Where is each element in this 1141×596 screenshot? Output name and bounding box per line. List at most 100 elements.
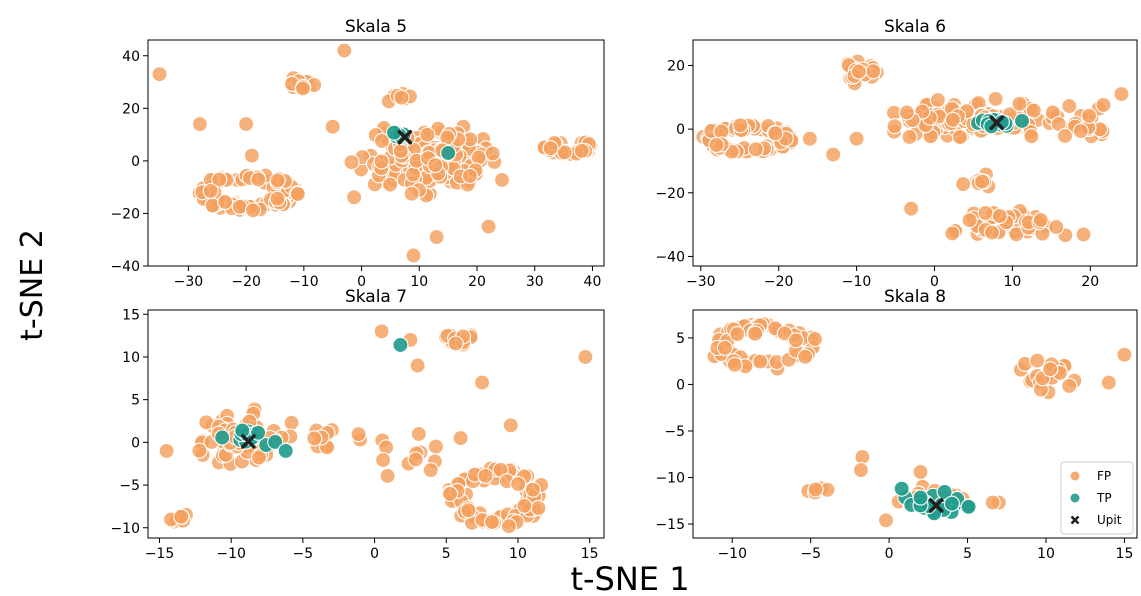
panel-5-points [151,42,599,264]
tp-point [392,336,409,354]
x-tick-label: −10 [717,546,747,562]
y-tick-label: −5 [664,424,685,440]
x-tick-label: −30 [174,274,204,290]
panel-frame [147,39,605,267]
fp-point [379,467,396,485]
fp-point [983,224,1001,241]
y-tick-label: −20 [110,206,140,222]
x-tick-label: −20 [764,274,794,290]
y-tick-label: −10 [110,521,140,537]
fp-point [294,80,311,97]
fp-point [797,348,814,365]
x-tick-label: 5 [963,546,972,562]
fp-point [382,176,399,193]
fp-point [752,353,769,370]
fp-point [474,374,491,391]
x-tick-label: 20 [1081,274,1099,290]
x-tick-label: −10 [842,274,872,290]
legend-label-fp: FP [1097,469,1111,483]
fp-point [747,325,764,342]
fp-point [191,442,208,459]
panel-frame [147,309,605,539]
fp-point [158,442,175,459]
fp-point [984,494,1001,511]
fp-point [244,202,262,219]
fp-point [1113,86,1130,103]
fp-point [516,497,533,514]
y-tick-label: 5 [131,393,140,409]
panel-7-points [158,323,594,535]
fp-point [1116,346,1133,363]
fp-point [447,335,464,352]
legend-marker-fp [1070,471,1080,481]
fp-point [974,173,991,190]
fp-point [848,130,865,147]
legend-box [1060,461,1134,535]
fp-point [944,111,961,128]
figure-xlabel: t-SNE 1 [570,560,689,596]
fp-point [422,462,439,479]
fp-point [708,136,725,154]
fp-point [807,481,824,498]
fp-point [289,186,306,203]
fp-point [480,218,497,235]
fp-point [502,417,519,434]
x-tick-label: 10 [410,274,428,290]
fp-point [912,463,929,480]
tp-point [267,433,284,450]
upit-marker [928,498,944,513]
x-tick-label: 5 [442,546,451,562]
y-tick-label: 0 [676,122,685,138]
tp-point [277,442,294,459]
panel-title: Skala 6 [884,17,946,37]
fp-point [452,430,469,447]
fp-point [442,485,459,502]
y-tick-label: 20 [122,101,140,117]
x-tick-label: 30 [526,274,544,290]
fp-point [191,116,208,133]
fp-point [393,89,410,106]
upit-marker [241,434,256,449]
tp-point [960,498,977,515]
tp-point [214,429,231,446]
fp-point [346,189,363,206]
x-tick-label: 10 [1003,274,1021,290]
fp-point [991,207,1008,225]
fp-point [269,172,286,189]
panel-title: Skala 7 [345,287,407,307]
fp-point [211,171,228,188]
y-tick-label: −10 [655,471,685,487]
fp-point [1025,102,1042,119]
fp-point [373,323,390,340]
fp-point [477,467,494,484]
fp-point [373,153,390,170]
fp-point [726,356,743,373]
fp-point [405,247,422,264]
x-tick-label: 20 [468,274,486,290]
fp-point [1048,218,1065,236]
y-tick-label: −40 [110,259,140,275]
fp-point [716,339,733,356]
upit-marker [397,129,413,145]
fp-point [410,425,427,443]
fp-point [542,140,559,157]
fp-point [1061,377,1078,394]
x-tick-label: 0 [357,274,366,290]
x-tick-label: −15 [145,546,175,562]
x-tick-label: 40 [584,274,602,290]
fp-point [403,185,420,202]
x-tick-label: −20 [231,274,261,290]
fp-point [461,167,478,184]
x-tick-label: −10 [289,274,319,290]
fp-point [392,143,409,160]
y-tick-label: 20 [667,58,685,74]
fp-point [409,357,426,374]
y-tick-label: 40 [122,49,140,65]
fp-point [151,66,168,83]
fp-point [484,513,501,531]
fp-point [929,91,946,109]
fp-point [850,63,867,80]
fp-point [217,193,234,211]
x-tick-label: 15 [1116,546,1134,562]
fp-point [1011,95,1028,112]
